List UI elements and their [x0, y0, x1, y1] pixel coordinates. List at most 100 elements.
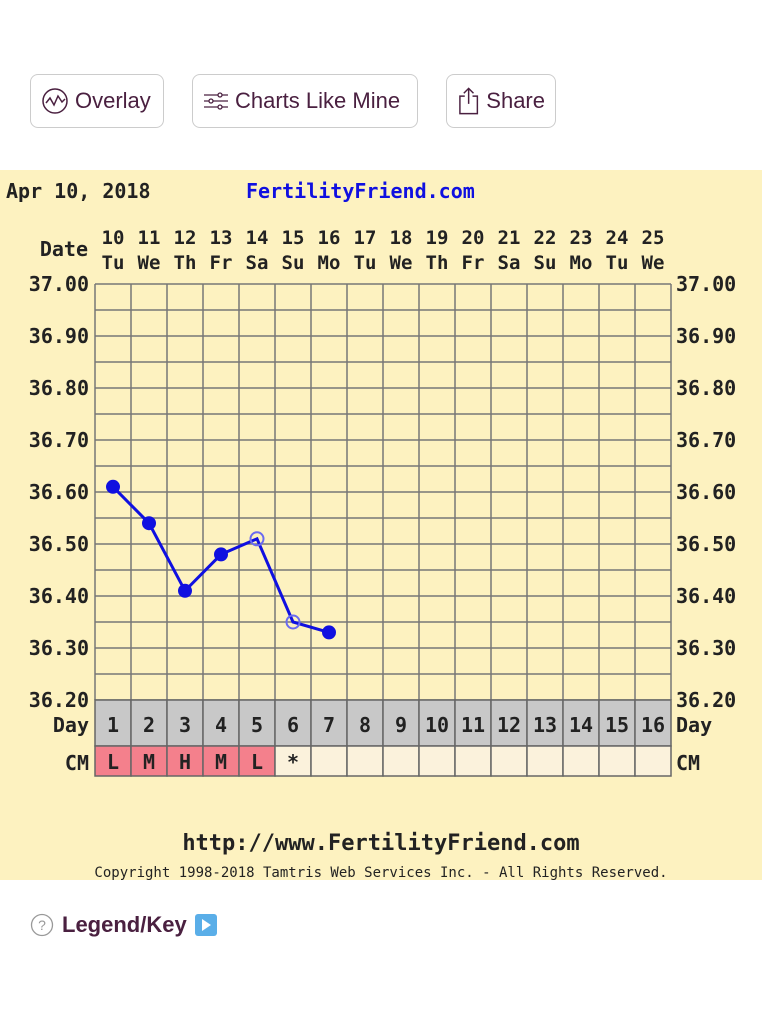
share-icon: [459, 87, 479, 115]
day-cell: [346, 699, 384, 747]
temperature-point: [106, 479, 120, 494]
cm-cell: [598, 745, 636, 777]
cm-cell: [274, 745, 312, 777]
bbt-chart: Apr 10, 2018 FertilityFriend.com Date 10 Tu 1…: [0, 170, 762, 881]
svg-text:?: ?: [38, 917, 46, 933]
temperature-point-open: [285, 614, 301, 630]
site-name: FertilityFriend.com: [246, 179, 475, 203]
sliders-icon: [204, 92, 228, 110]
cm-cell: [346, 745, 384, 777]
overlay-button[interactable]: Overlay: [30, 74, 164, 128]
y-tick-left: 36.70: [29, 428, 89, 452]
date-tick: 19: [426, 227, 449, 249]
date-tick: 16: [318, 227, 341, 249]
y-tick-left: 36.30: [29, 636, 89, 660]
cm-cell: [166, 745, 204, 777]
weekday-tick: Th: [426, 252, 449, 274]
day-number: 9: [395, 713, 407, 737]
day-number: 1: [107, 713, 119, 737]
cm-cell: [94, 745, 132, 777]
share-label: Share: [486, 88, 545, 113]
weekday-tick: Su: [534, 252, 557, 274]
y-tick-left: 36.40: [29, 584, 89, 608]
day-cell: [634, 699, 672, 747]
y-tick-right: 36.20: [676, 688, 736, 712]
cm-value: M: [215, 750, 227, 774]
day-number: 5: [251, 713, 263, 737]
weekday-tick: Th: [174, 252, 197, 274]
cm-cell: [382, 745, 420, 777]
play-icon: [194, 914, 217, 936]
weekday-tick: Fr: [462, 252, 485, 274]
weekday-tick: Tu: [606, 252, 629, 274]
day-number: 7: [323, 713, 335, 737]
charts-like-mine-button[interactable]: Charts Like Mine: [192, 74, 418, 128]
day-cell: [310, 699, 348, 747]
day-number: 2: [143, 713, 155, 737]
temperature-point: [178, 583, 192, 598]
y-tick-left: 36.50: [29, 532, 89, 556]
cm-value: H: [179, 750, 191, 774]
date-tick: 14: [246, 227, 269, 249]
temperature-point: [214, 547, 228, 562]
weekday-tick: Su: [282, 252, 305, 274]
cm-cell: [562, 745, 600, 777]
date-tick: 10: [102, 227, 125, 249]
cm-value: L: [107, 750, 119, 774]
day-number: 16: [641, 713, 665, 737]
y-tick-right: 36.40: [676, 584, 736, 608]
charts-like-mine-label: Charts Like Mine: [235, 88, 401, 113]
temperature-point: [142, 516, 156, 531]
day-number: 14: [569, 713, 593, 737]
y-tick-right: 36.90: [676, 324, 736, 348]
y-tick-left: 36.60: [29, 480, 89, 504]
date-tick: 13: [210, 227, 233, 249]
cm-cell: [490, 745, 528, 777]
y-tick-left: 36.20: [29, 688, 89, 712]
day-label-left: Day: [53, 713, 89, 737]
date-tick: 25: [642, 227, 665, 249]
day-cell: [490, 699, 528, 747]
cm-value: L: [251, 750, 263, 774]
y-tick-right: 36.50: [676, 532, 736, 556]
weekday-tick: Tu: [102, 252, 125, 274]
wave-chart-icon: [42, 88, 68, 114]
day-cell: [94, 699, 132, 747]
day-label-right: Day: [676, 713, 712, 737]
copyright: Copyright 1998-2018 Tamtris Web Services…: [94, 865, 667, 880]
cm-label-left: CM: [65, 751, 89, 775]
legend-key-link[interactable]: ? Legend/Key: [30, 912, 217, 938]
y-tick-left: 37.00: [29, 272, 89, 296]
weekday-tick: Tu: [354, 252, 377, 274]
day-number: 11: [461, 713, 485, 737]
date-tick: 17: [354, 227, 377, 249]
date-tick: 11: [138, 227, 161, 249]
date-tick: 20: [462, 227, 485, 249]
cm-cell: [310, 745, 348, 777]
weekday-tick: Mo: [318, 252, 341, 274]
day-number: 4: [215, 713, 227, 737]
cm-label-right: CM: [676, 751, 700, 775]
share-button[interactable]: Share: [446, 74, 556, 128]
cm-value: *: [287, 750, 299, 774]
cm-value: M: [143, 750, 155, 774]
date-tick: 24: [606, 227, 629, 249]
y-tick-left: 36.80: [29, 376, 89, 400]
y-tick-right: 36.60: [676, 480, 736, 504]
date-tick: 22: [534, 227, 557, 249]
y-tick-right: 36.30: [676, 636, 736, 660]
cm-cell: [202, 745, 240, 777]
y-tick-right: 37.00: [676, 272, 736, 296]
weekday-tick: We: [390, 252, 413, 274]
y-tick-left: 36.90: [29, 324, 89, 348]
date-tick: 18: [390, 227, 413, 249]
day-number: 3: [179, 713, 191, 737]
weekday-tick: Sa: [498, 252, 521, 274]
date-label: Date: [40, 237, 88, 261]
date-tick: 21: [498, 227, 521, 249]
weekday-tick: Mo: [570, 252, 593, 274]
temperature-point-open: [249, 531, 265, 547]
day-number: 6: [287, 713, 299, 737]
cm-cell: [526, 745, 564, 777]
cm-cell: [130, 745, 168, 777]
